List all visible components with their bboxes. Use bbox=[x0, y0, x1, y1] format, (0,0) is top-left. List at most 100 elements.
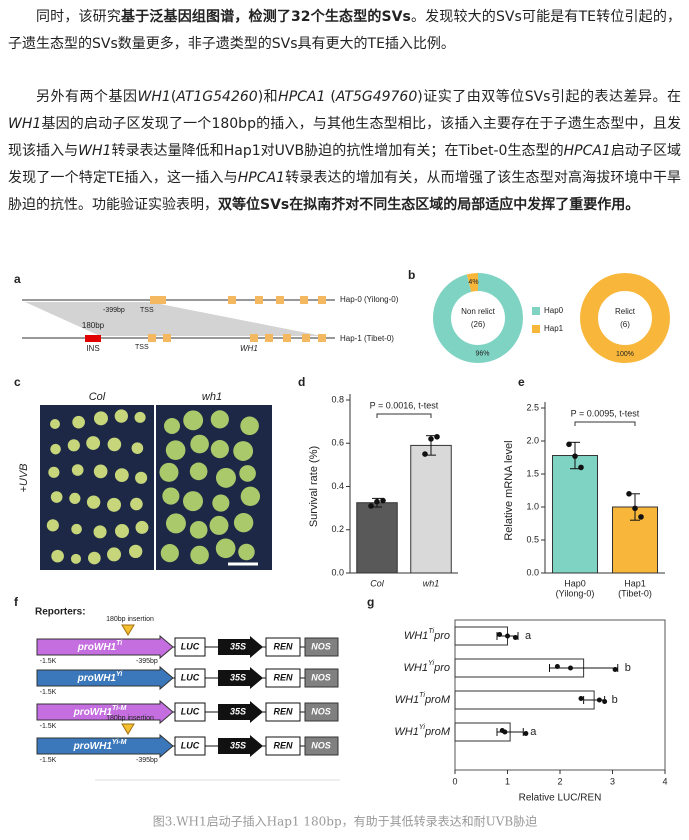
label: Hap-0 (Yilong-0) bbox=[340, 295, 399, 304]
category-sup: Ti bbox=[419, 692, 425, 699]
plant bbox=[190, 545, 209, 565]
pie-hole bbox=[452, 292, 504, 344]
data-point bbox=[596, 697, 602, 703]
plant bbox=[114, 524, 129, 539]
data-point bbox=[612, 667, 618, 672]
data-point bbox=[502, 729, 508, 735]
plant bbox=[131, 442, 144, 454]
plant bbox=[233, 512, 254, 533]
text-run: WH1 bbox=[8, 116, 42, 132]
y-tick-label: 0.6 bbox=[331, 438, 344, 448]
element-label: REN bbox=[273, 641, 293, 651]
y-tick-label: 0.5 bbox=[526, 534, 539, 544]
plant bbox=[50, 419, 60, 429]
data-point bbox=[578, 696, 584, 701]
axis-label: Relative mRNA level bbox=[503, 440, 515, 540]
category-name: WH1 bbox=[394, 726, 418, 738]
plant bbox=[190, 434, 209, 454]
plant bbox=[183, 491, 204, 512]
data-point bbox=[523, 731, 529, 736]
plant bbox=[159, 462, 179, 482]
label: Col bbox=[89, 391, 106, 403]
plant bbox=[86, 495, 101, 509]
promoter bbox=[36, 665, 174, 691]
significance-bracket bbox=[376, 413, 432, 418]
nos-box bbox=[304, 736, 339, 756]
data-point bbox=[578, 464, 584, 471]
label: Relict bbox=[615, 307, 636, 316]
y-tick-label: WH1Tipro bbox=[404, 628, 450, 642]
plant bbox=[215, 467, 236, 488]
plant bbox=[129, 544, 143, 559]
x-tick-label: 1 bbox=[505, 776, 510, 786]
ren-box bbox=[265, 637, 301, 657]
promoter bbox=[36, 733, 174, 759]
element-label: NOS bbox=[311, 740, 331, 750]
element-label: REN bbox=[273, 672, 293, 682]
plant bbox=[50, 491, 63, 503]
panel-label: e bbox=[518, 375, 525, 389]
luc-box bbox=[174, 736, 206, 756]
plant bbox=[107, 547, 122, 562]
label: +UVB bbox=[18, 463, 30, 492]
plant bbox=[165, 440, 186, 460]
plant bbox=[189, 462, 208, 481]
element-label: 35S bbox=[230, 706, 246, 716]
label: -1.5K bbox=[40, 757, 57, 764]
exon bbox=[250, 334, 258, 342]
plant bbox=[212, 494, 230, 512]
plant bbox=[51, 549, 64, 563]
category-sup: Ti bbox=[428, 628, 434, 635]
legend-swatch bbox=[532, 325, 540, 333]
x-tick-label: 4 bbox=[662, 776, 667, 786]
text-run: )和 bbox=[257, 89, 279, 105]
plant bbox=[215, 538, 236, 559]
promoter bbox=[36, 634, 174, 660]
promoter-sup: Ti-M bbox=[112, 705, 126, 712]
bar bbox=[356, 502, 398, 574]
plant bbox=[107, 497, 122, 512]
label: INS bbox=[86, 344, 99, 353]
element-label: REN bbox=[273, 706, 293, 716]
label: Non relict bbox=[461, 307, 496, 316]
label: 180bp insertion bbox=[106, 715, 154, 722]
significance-bracket bbox=[574, 421, 636, 426]
significance-letter: a bbox=[530, 726, 537, 738]
pie-slice bbox=[580, 273, 670, 364]
plant bbox=[86, 436, 101, 450]
category-sup: Yi bbox=[428, 660, 435, 667]
promoter-name: proWH1 bbox=[77, 673, 117, 684]
text-run: 同时，该研究 bbox=[36, 9, 122, 25]
exon bbox=[302, 334, 310, 342]
text-run: WH1 bbox=[137, 89, 171, 105]
nos-box bbox=[304, 668, 339, 688]
exon bbox=[318, 334, 326, 342]
text-run: WH1 bbox=[78, 143, 112, 159]
plant bbox=[189, 521, 208, 539]
figure: a b c d e f g -399bp TSS Hap-0 (Yilong-0) 180bp INS… bbox=[14, 268, 670, 829]
text-run: 转录表达的增加有关，从而增强了该生态型对高海拔环境中干旱胁迫的抗性。功能验证实验… bbox=[8, 170, 681, 213]
exon bbox=[158, 296, 166, 304]
bar bbox=[410, 444, 452, 574]
element-label: LUC bbox=[181, 740, 200, 750]
plant bbox=[240, 486, 261, 507]
plant bbox=[233, 441, 254, 461]
data-point bbox=[554, 664, 560, 669]
x-tick-label: Hap1 bbox=[624, 578, 646, 588]
ren-box bbox=[265, 702, 301, 722]
label: wh1 bbox=[202, 391, 222, 403]
label: -395bp bbox=[136, 658, 158, 665]
y-tick-label: WH1Yipro bbox=[404, 660, 450, 674]
element-label: 35S bbox=[230, 740, 246, 750]
plant bbox=[72, 415, 85, 429]
promoter-label: proWH1Yi bbox=[77, 671, 124, 684]
promoter-label: proWH1Yi-M bbox=[73, 739, 127, 752]
plant bbox=[70, 553, 81, 564]
axis-label: Survival rate (%) bbox=[308, 446, 320, 527]
x-tick-label: wh1 bbox=[423, 578, 440, 588]
data-point bbox=[632, 505, 638, 512]
data-point bbox=[568, 665, 573, 671]
y-tick-label: 1.0 bbox=[526, 501, 539, 511]
plant bbox=[164, 418, 180, 434]
exon bbox=[276, 296, 284, 304]
